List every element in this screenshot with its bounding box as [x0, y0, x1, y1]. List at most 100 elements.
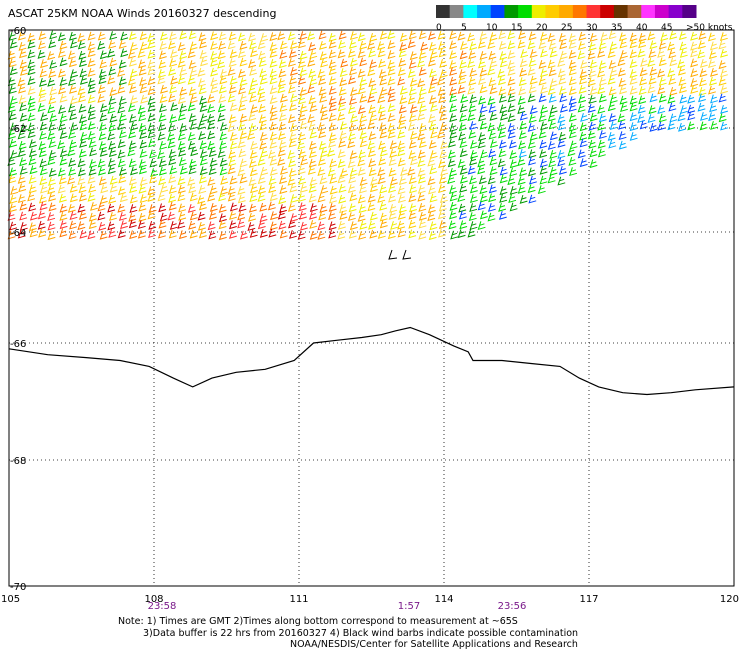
wind-barb [108, 40, 117, 49]
wind-barb [219, 75, 228, 85]
wind-barb [139, 149, 148, 158]
wind-barb [509, 186, 518, 195]
wind-barb [227, 93, 236, 103]
wind-barb [607, 102, 616, 112]
wind-barb [690, 41, 699, 51]
wind-barb [229, 229, 237, 239]
wind-barb [420, 41, 429, 51]
wind-barb [278, 131, 286, 141]
wind-barb [279, 175, 287, 185]
wind-barb [469, 156, 478, 166]
wind-barb [17, 229, 26, 239]
wind-barb [39, 121, 48, 131]
wind-barb [220, 175, 229, 185]
wind-barb [49, 30, 58, 40]
wind-barb [130, 121, 138, 131]
wind-barb [239, 94, 248, 103]
wind-barb [159, 94, 168, 104]
wind-barb [147, 33, 156, 43]
wind-barb [539, 31, 548, 41]
wind-barb [279, 103, 288, 113]
wind-barb [699, 68, 708, 78]
wind-barb [368, 220, 376, 230]
wind-barb [479, 193, 488, 203]
wind-barb [57, 184, 66, 194]
wind-barb [589, 112, 598, 122]
wind-barb [418, 103, 427, 113]
wind-barb [409, 130, 418, 140]
wind-barb [489, 32, 498, 42]
wind-barb [167, 139, 176, 149]
wind-barb [428, 185, 436, 195]
wind-barb [257, 40, 266, 50]
wind-barb [238, 102, 247, 112]
wind-barb [489, 166, 498, 176]
wind-barb [277, 210, 286, 220]
wind-barb [257, 185, 266, 195]
wind-barb [457, 193, 466, 203]
wind-barb [459, 50, 468, 60]
wind-barb [177, 95, 186, 105]
wind-barb [249, 123, 258, 133]
wind-barb [298, 112, 307, 122]
wind-barb [117, 68, 126, 77]
wind-barb [597, 148, 606, 158]
wind-barb [299, 183, 308, 193]
wind-barb [479, 185, 488, 195]
wind-barb [169, 165, 178, 175]
wind-barb [248, 158, 257, 168]
wind-barb [38, 148, 47, 158]
wind-barb [367, 148, 376, 158]
wind-barb [229, 175, 238, 185]
wind-barb [378, 69, 387, 79]
wind-barb [607, 131, 616, 141]
wind-barb [449, 93, 458, 103]
wind-barb [309, 220, 318, 229]
wind-barb [48, 177, 56, 186]
wind-barb [269, 192, 278, 202]
wind-barb [40, 184, 48, 194]
wind-barb [629, 132, 638, 141]
wind-barb [79, 229, 88, 239]
wind-barb [658, 40, 667, 50]
wind-barb [308, 121, 317, 131]
wind-barb [348, 229, 357, 239]
wind-barb [658, 77, 667, 86]
pass-time-label: 23:56 [498, 601, 527, 612]
wind-barb [28, 148, 37, 158]
wind-barb [468, 103, 477, 113]
wind-barb [87, 131, 96, 140]
wind-barb [328, 132, 337, 142]
wind-barb [239, 77, 248, 87]
wind-barb [77, 33, 86, 43]
wind-barb [647, 114, 656, 124]
wind-barb [608, 86, 617, 96]
wind-barb [460, 41, 468, 51]
wind-barb [667, 41, 676, 51]
wind-barb [78, 184, 87, 194]
wind-barb [338, 30, 347, 40]
wind-barb [517, 105, 526, 115]
wind-barb [99, 59, 108, 69]
wind-barb [328, 122, 337, 132]
wind-barb [378, 122, 387, 132]
wind-barb [128, 31, 137, 41]
wind-barb [120, 220, 128, 230]
wind-barb [257, 156, 266, 166]
wind-barb [187, 102, 196, 112]
wind-barb [278, 112, 287, 122]
wind-barb [439, 149, 448, 159]
wind-barb [249, 229, 258, 238]
wind-barb [668, 49, 677, 59]
wind-barb [27, 39, 36, 49]
wind-barb [278, 121, 287, 131]
wind-barb [250, 77, 259, 87]
wind-barb [347, 159, 356, 169]
wind-barb [508, 139, 517, 149]
wind-barb [18, 183, 27, 193]
wind-barb [319, 175, 328, 185]
wind-barb [657, 68, 666, 78]
wind-barb [507, 66, 516, 76]
wind-barb [720, 121, 729, 131]
wind-barb [267, 201, 276, 211]
